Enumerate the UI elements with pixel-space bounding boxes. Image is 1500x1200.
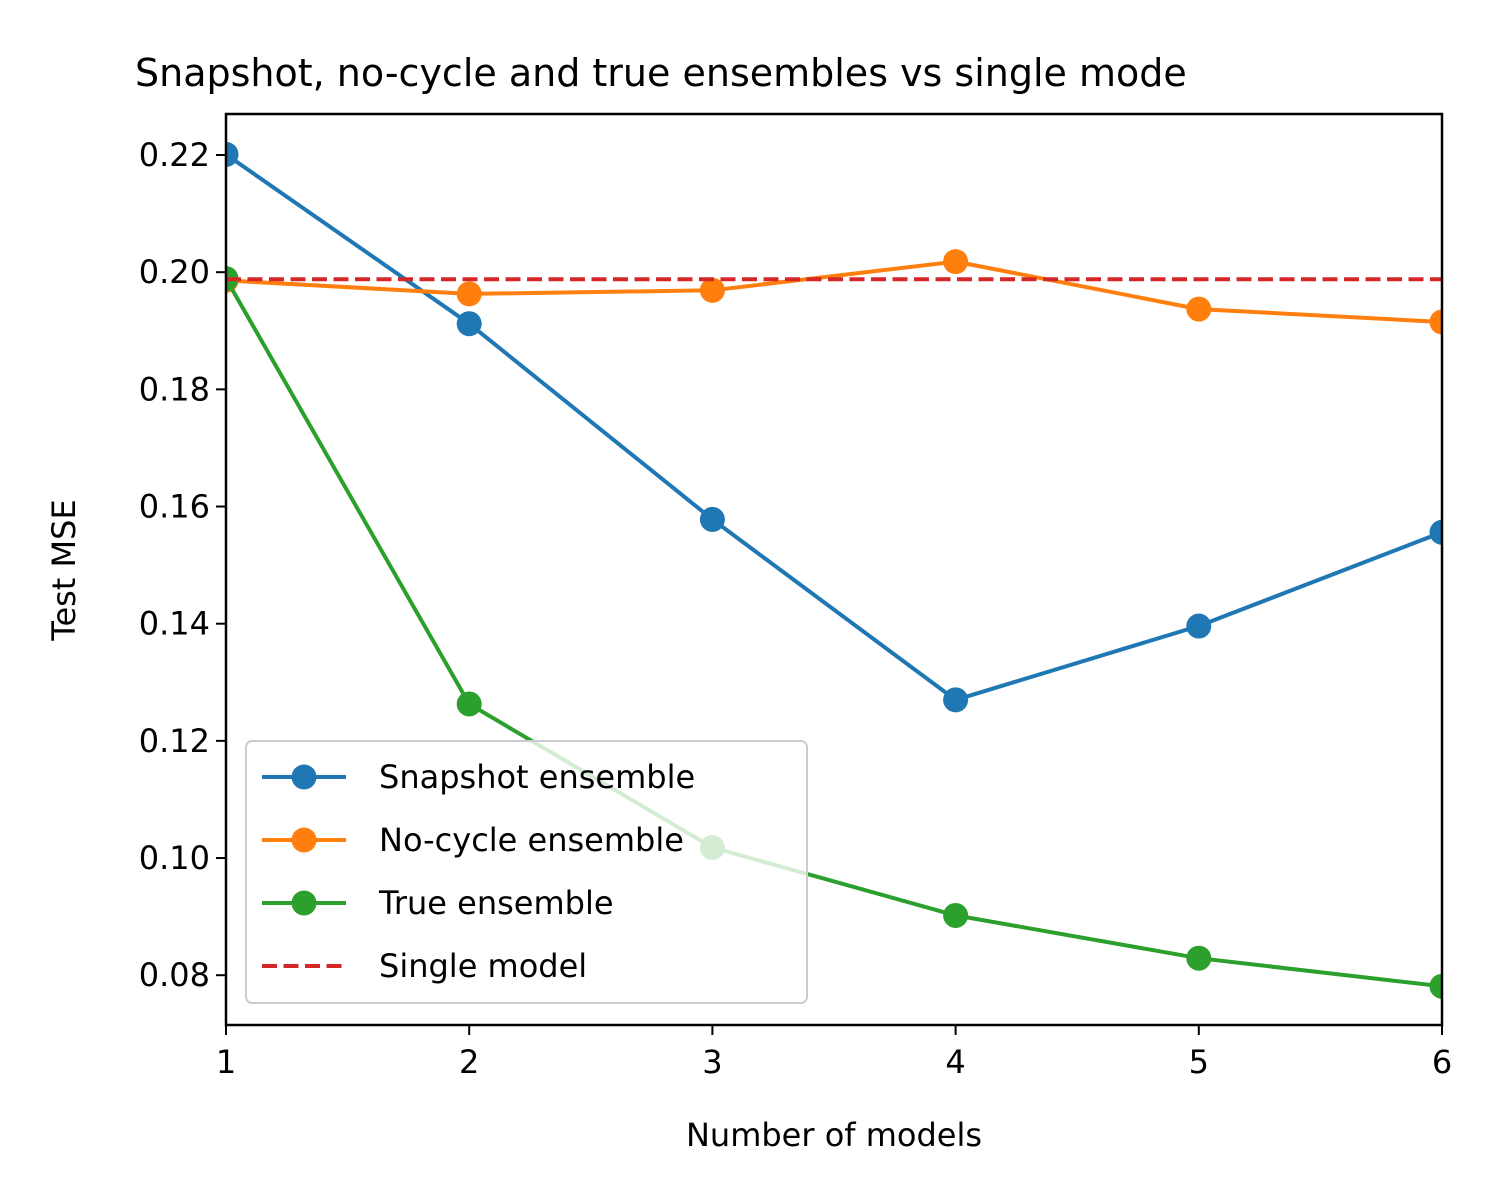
snapshot-ensemble-point (456, 311, 482, 337)
no-cycle-ensemble-point (456, 281, 482, 307)
no-cycle-ensemble-line (226, 259, 1442, 324)
y-tick-label: 0.08 (139, 956, 210, 994)
snapshot-ensemble-point (226, 141, 239, 167)
snapshot-ensemble-point (943, 687, 969, 713)
y-tick-label: 0.14 (139, 605, 210, 643)
true-ensemble-point (1186, 945, 1212, 971)
series-layer (226, 141, 1442, 999)
true-ensemble-point (1429, 973, 1442, 999)
snapshot-ensemble-line (226, 152, 1442, 702)
no-cycle-ensemble-point (699, 277, 725, 303)
plot-frame (224, 112, 1444, 1027)
legend: Snapshot ensemble No-cycle ensemble True e… (245, 740, 808, 1004)
no-cycle-ensemble-point (1186, 296, 1212, 322)
y-tick-label: 0.22 (139, 136, 210, 174)
single-model-legend-label: Single model (379, 947, 587, 985)
x-tick-label: 1 (216, 1043, 236, 1081)
true-ensemble-point (456, 691, 482, 717)
x-tick-label: 3 (702, 1043, 722, 1081)
x-tick-label: 2 (459, 1043, 479, 1081)
axes-layer: 1 2 3 4 5 6 0.08 0.10 0.12 0.14 0.16 0.18 0.20 0.22 (139, 112, 1452, 1081)
no-cycle-ensemble-point (943, 249, 969, 275)
y-axis-label: Test MSE (45, 499, 83, 641)
true-ensemble-legend-marker (291, 890, 317, 916)
true-ensemble-legend-label: True ensemble (378, 884, 614, 922)
y-tick-label: 0.10 (139, 839, 210, 877)
true-ensemble-line (226, 277, 1442, 989)
x-tick-label: 4 (945, 1043, 965, 1081)
snapshot-ensemble-point (1429, 519, 1442, 545)
chart-title: Snapshot, no-cycle and true ensembles vs… (135, 51, 1187, 95)
no-cycle-ensemble-point (1429, 309, 1442, 335)
snapshot-ensemble-point (1186, 613, 1212, 639)
no-cycle-ensemble-legend-label: No-cycle ensemble (379, 821, 684, 859)
no-cycle-ensemble-legend-marker (291, 827, 317, 853)
y-tick-label: 0.16 (139, 488, 210, 526)
y-tick-label: 0.20 (139, 253, 210, 291)
snapshot-ensemble-legend-marker (291, 764, 317, 790)
y-tick-label: 0.12 (139, 722, 210, 760)
snapshot-ensemble-point (699, 506, 725, 532)
legend-box (245, 740, 808, 1004)
x-tick-label: 6 (1432, 1043, 1452, 1081)
x-tick-label: 5 (1189, 1043, 1209, 1081)
x-axis-label: Number of models (686, 1116, 982, 1154)
snapshot-ensemble-legend-label: Snapshot ensemble (379, 758, 695, 796)
true-ensemble-point (943, 902, 969, 928)
y-tick-label: 0.18 (139, 370, 210, 408)
